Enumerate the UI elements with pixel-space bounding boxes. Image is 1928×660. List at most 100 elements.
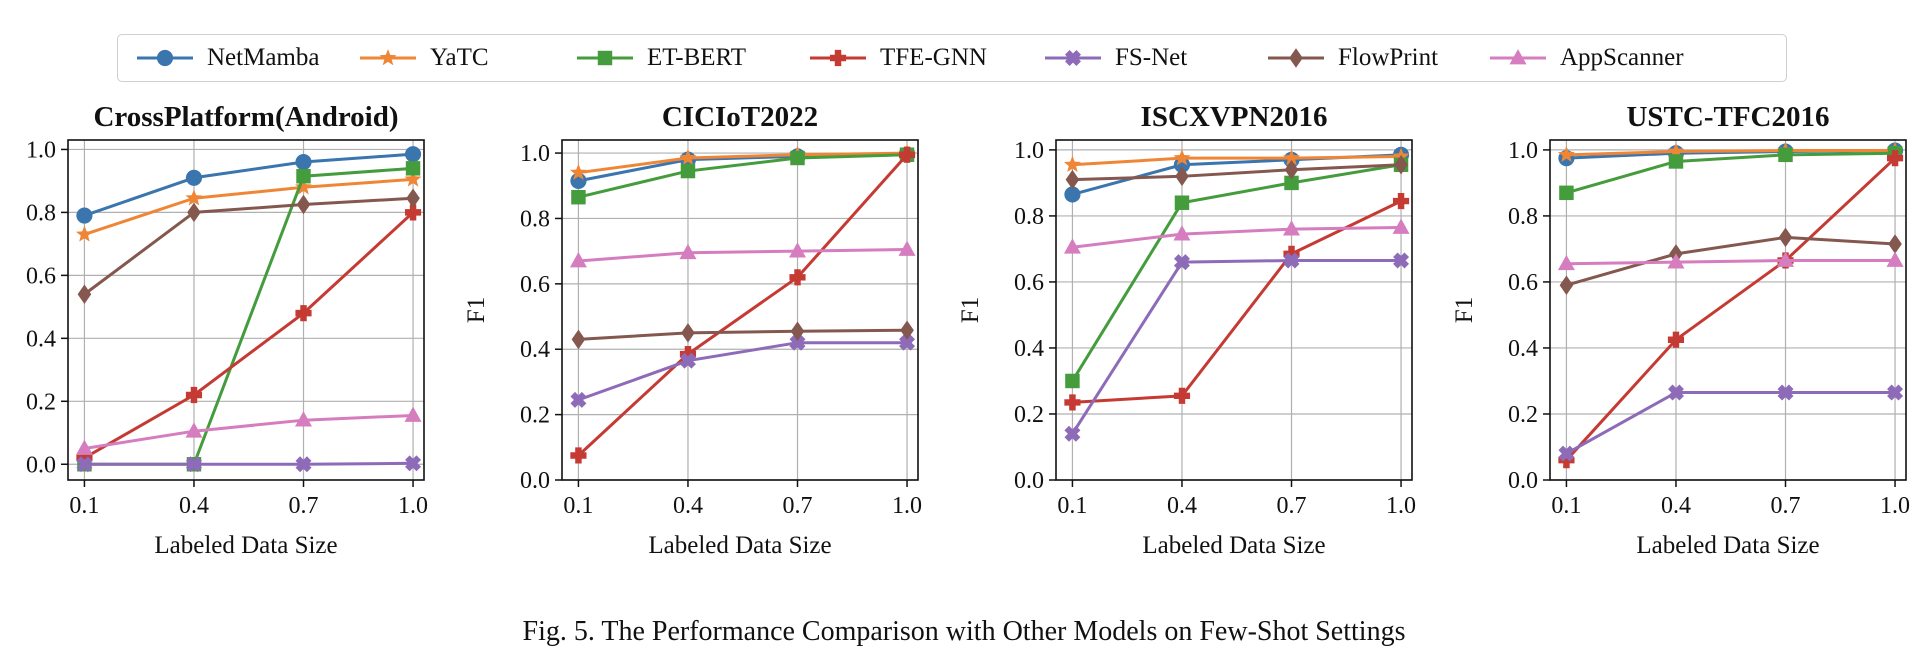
series-tfe-gnn (1064, 192, 1410, 411)
series-line (577, 341, 908, 402)
legend-label: ET-BERT (647, 44, 746, 71)
data-point (1173, 156, 1191, 173)
data-point (1558, 445, 1575, 462)
data-point (569, 163, 587, 180)
y-tick-label: 0.6 (1508, 270, 1538, 296)
data-point (1065, 169, 1080, 190)
x-tick-label: 0.4 (1167, 493, 1197, 519)
data-point (1559, 275, 1574, 296)
data-point (1283, 252, 1300, 269)
y-tick-label: 1.0 (1014, 138, 1044, 164)
y-tick-label: 0.0 (1014, 468, 1044, 494)
legend-marker (1509, 49, 1527, 65)
data-point (1886, 251, 1904, 267)
series-tfe-gnn (76, 204, 422, 467)
legend-marker (156, 49, 174, 67)
series-line (1072, 225, 1402, 249)
data-point (1777, 251, 1795, 267)
data-point (185, 456, 202, 473)
data-point (1063, 155, 1081, 172)
legend-marker (597, 50, 613, 66)
x-tick-label: 1.0 (1386, 493, 1416, 519)
series-line (83, 196, 414, 296)
chart-title: CrossPlatform(Android) (93, 101, 398, 133)
data-point (1558, 452, 1575, 469)
data-point (1886, 150, 1904, 167)
legend-entry-fs-net: FS-Net (1043, 35, 1187, 81)
data-point (76, 207, 93, 224)
data-point (790, 321, 805, 342)
series-line (83, 177, 414, 236)
x-axis-label: Labeled Data Size (154, 532, 337, 559)
data-point (1173, 225, 1191, 241)
data-point (1668, 154, 1684, 169)
y-axis-label: F1 (1451, 297, 1478, 323)
data-point (1283, 220, 1301, 236)
y-tick-label: 0.4 (26, 326, 56, 352)
y-tick-label: 0.6 (1014, 270, 1044, 296)
data-point (789, 242, 807, 258)
data-point (1888, 234, 1902, 254)
data-point (296, 194, 311, 215)
x-tick-label: 1.0 (1880, 493, 1910, 519)
series-line (83, 211, 415, 460)
data-point (295, 456, 312, 473)
legend-marker (379, 49, 397, 66)
data-point (1063, 238, 1081, 254)
x-tick-label: 0.1 (563, 493, 593, 519)
y-tick-label: 1.0 (26, 137, 56, 163)
legend-swatch (577, 50, 633, 66)
data-point (295, 153, 312, 171)
grid (68, 140, 424, 480)
data-point (898, 146, 916, 163)
chart-panel-2: 0.1 0.4 0.7 1.0 0.0 0.2 0.4 0.6 0.8 1.0 CICIoT2022… (463, 101, 922, 559)
series-line (578, 153, 908, 199)
data-point (1284, 175, 1299, 191)
series-tfe-gnn (1558, 150, 1904, 469)
y-tick-label: 0.2 (520, 403, 550, 429)
series-fs-net (1558, 384, 1904, 462)
data-point (1284, 159, 1299, 180)
series-appscanner (1557, 251, 1904, 271)
legend-marker (1289, 48, 1303, 68)
series-yatc (569, 144, 916, 180)
y-tick-label: 0.8 (26, 200, 56, 226)
series-line (578, 248, 908, 263)
legend-label: TFE-GNN (880, 44, 987, 71)
data-point (1392, 192, 1410, 210)
data-point (899, 334, 916, 351)
legend-label: NetMamba (207, 44, 320, 71)
data-point (1557, 254, 1575, 271)
x-axis-label: Labeled Data Size (1142, 532, 1325, 559)
plot-frame (67, 139, 425, 481)
data-point (1559, 185, 1574, 201)
grid (1550, 140, 1906, 481)
y-tick-label: 0.6 (520, 272, 550, 298)
chart-panel-3: 0.1 0.4 0.7 1.0 0.0 0.2 0.4 0.6 0.8 1.0 ISCXVPN201… (957, 101, 1416, 559)
y-tick-label: 0.8 (1508, 204, 1538, 230)
legend-label: YaTC (430, 44, 489, 71)
data-point (1173, 254, 1190, 271)
legend-swatch (1490, 49, 1546, 65)
series-line (1072, 155, 1402, 167)
legend-swatch (360, 49, 416, 66)
data-point (406, 188, 420, 209)
series-et-bert (1559, 145, 1903, 201)
series-line (1566, 151, 1896, 195)
series-line (578, 151, 908, 175)
x-tick-label: 0.4 (179, 493, 209, 519)
data-point (571, 329, 586, 350)
data-point (1064, 425, 1081, 442)
series-tfe-gnn (570, 146, 916, 464)
legend-entry-tfe-gnn: TFE-GNN (808, 35, 987, 81)
data-point (1392, 218, 1410, 234)
grid (1056, 140, 1412, 481)
legend-swatch (1268, 48, 1324, 68)
legend-entry-appscanner: AppScanner (1488, 35, 1684, 81)
y-tick-label: 0.2 (1508, 402, 1538, 428)
data-point (295, 178, 312, 195)
data-point (77, 284, 92, 305)
data-point (1394, 154, 1408, 175)
chart-panel-1: 0.1 0.4 0.7 1.0 0.0 0.2 0.4 0.6 0.8 1.0 CrossPlatf… (26, 101, 428, 559)
series-line (83, 152, 414, 217)
